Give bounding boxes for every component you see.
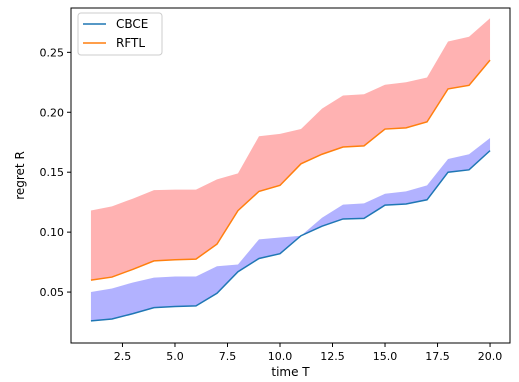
x-axis-ticks: 2.5 5.0 7.5 10.0 12.5 15.0 17.5 20.0 xyxy=(114,343,503,363)
x-tick-label: 15.0 xyxy=(373,350,398,363)
legend-label-cbce: CBCE xyxy=(116,17,148,31)
line-rftl xyxy=(90,59,491,281)
x-tick-label: 2.5 xyxy=(114,350,132,363)
x-tick-label: 12.5 xyxy=(320,350,345,363)
y-tick-label: 0.10 xyxy=(40,226,65,239)
y-tick-label: 0.05 xyxy=(40,286,65,299)
y-tick-label: 0.15 xyxy=(40,166,65,179)
axes-frame xyxy=(70,7,511,344)
band-cbce xyxy=(90,138,491,321)
legend-label-rftl: RFTL xyxy=(116,36,145,50)
line-cbce xyxy=(90,150,491,322)
confidence-bands xyxy=(90,18,491,321)
legend: CBCE RFTL xyxy=(77,12,163,56)
x-tick-label: 7.5 xyxy=(219,350,237,363)
band-rftl xyxy=(90,18,491,281)
x-axis-label: time T xyxy=(271,365,310,379)
x-tick-label: 10.0 xyxy=(268,350,293,363)
y-tick-label: 0.25 xyxy=(40,46,65,59)
x-tick-label: 20.0 xyxy=(478,350,503,363)
x-tick-label: 5.0 xyxy=(166,350,184,363)
y-axis-ticks: 0.05 0.10 0.15 0.20 0.25 xyxy=(40,46,71,299)
y-axis-label: regret R xyxy=(13,151,27,200)
series-lines xyxy=(90,59,491,322)
y-tick-label: 0.20 xyxy=(40,106,65,119)
x-tick-label: 17.5 xyxy=(425,350,450,363)
